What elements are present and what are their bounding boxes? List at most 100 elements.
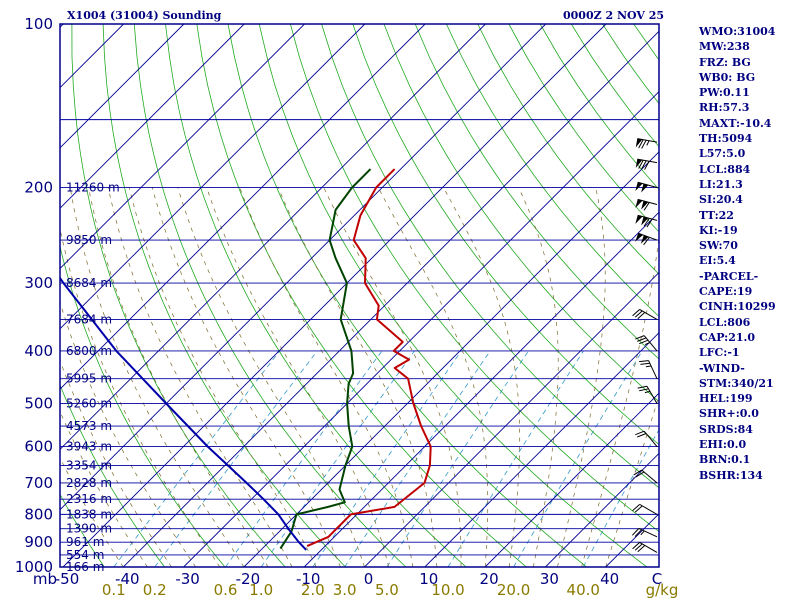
moist-adiabat: [377, 187, 489, 567]
pressure-tick-label: 900: [24, 533, 53, 551]
temperature-tick-label: -20: [236, 570, 261, 588]
index-item: CAP:21.0: [699, 330, 756, 344]
height-label: 5260 m: [66, 397, 112, 411]
wind-barb: [632, 308, 658, 320]
index-item: FRZ: BG: [699, 55, 751, 69]
wind-barb-half: [646, 140, 650, 146]
moist-adiabat: [128, 187, 317, 567]
wind-barb-full: [646, 218, 653, 228]
wind-barb-full: [638, 139, 644, 149]
isotherm-line: [60, 24, 245, 209]
mixing-ratio-tick-label: 5.0: [375, 581, 399, 599]
wind-barb: [635, 430, 658, 447]
height-label: 7684 m: [66, 312, 112, 326]
valid-time: 0000Z 2 NOV 25: [563, 9, 665, 22]
height-label: 11260 m: [66, 180, 120, 194]
pressure-axis-label: mb: [33, 570, 57, 588]
index-item: MW:238: [699, 40, 750, 54]
wind-barb-full: [640, 362, 650, 365]
height-label: 8684 m: [66, 276, 112, 290]
wind-barb-staff: [648, 360, 658, 379]
index-item: BSHR:134: [699, 468, 763, 482]
pressure-tick-label: 800: [24, 505, 53, 523]
wind-barb-full: [634, 529, 642, 537]
wind-barb-full: [635, 430, 645, 436]
index-item: WMO:31004: [699, 25, 776, 38]
isotherm-line: [60, 24, 305, 270]
wind-barb: [633, 469, 658, 484]
wind-barb-full: [638, 339, 649, 345]
dry-adiabat: [196, 24, 527, 567]
height-label: 3943 m: [66, 440, 112, 454]
wind-barb-half: [645, 365, 652, 368]
wind-barb-full: [641, 160, 647, 170]
wind-barb-full: [635, 471, 645, 478]
wind-barb: [635, 232, 658, 246]
mixing-ratio-tick-label: 20.0: [497, 581, 530, 599]
wind-barb-staff: [646, 385, 658, 404]
wind-barb-flag: [641, 200, 649, 210]
moist-adiabat: [88, 187, 269, 567]
pressure-tick-label: 700: [24, 474, 53, 492]
wind-barb-full: [637, 545, 646, 553]
isotherm-line: [243, 151, 659, 567]
moist-adiabat: [557, 187, 606, 567]
temperature-tick-label: -10: [296, 570, 321, 588]
isotherm-line: [60, 24, 426, 390]
height-label: 2828 m: [66, 476, 112, 490]
wind-barb: [637, 385, 658, 404]
isotherm-line: [484, 392, 659, 567]
index-item: EI:5.4: [699, 254, 736, 268]
wind-barb-full: [643, 218, 650, 227]
height-label: 3354 m: [66, 458, 112, 472]
index-item: -PARCEL-: [699, 269, 759, 283]
isotherm-line: [122, 30, 659, 567]
wind-barb-staff: [638, 232, 658, 241]
moist-adiabat: [518, 187, 559, 567]
mixing-ratio-tick-label: 0.2: [143, 581, 167, 599]
pressure-tick-label: 400: [24, 342, 53, 360]
height-label: 9850 m: [66, 233, 112, 247]
wind-barb-full: [632, 542, 641, 550]
wind-barb-flag: [635, 199, 643, 209]
temperature-unit-label: C: [652, 570, 662, 588]
temperature-tick-label: -40: [115, 570, 140, 588]
wind-barb-full: [632, 309, 641, 317]
isotherm-line: [62, 24, 607, 567]
plot-frame: [59, 23, 660, 568]
wind-barb-flag: [641, 183, 649, 193]
isotherm-line: [0, 24, 3, 567]
wind-barb-full: [637, 312, 646, 320]
wind-barb-flag: [641, 216, 649, 226]
pressure-tick-label: 100: [24, 15, 53, 33]
temperature-tick-label: -30: [175, 570, 200, 588]
wind-barb-full: [637, 385, 648, 389]
isotherm-line: [60, 24, 185, 149]
wind-barb-half: [640, 530, 645, 536]
wind-barb: [631, 527, 658, 538]
wind-barb-full: [644, 160, 650, 170]
wind-barb-full: [638, 159, 644, 169]
wind-barb-staff: [639, 541, 658, 553]
wind-barb-flag: [635, 182, 643, 191]
index-item: CINH:10299: [699, 300, 776, 314]
isotherm-line: [60, 24, 486, 451]
wind-barb-flag: [635, 138, 643, 148]
moist-adiabat: [239, 187, 414, 567]
wind-barb-half: [644, 342, 651, 346]
wind-barb-full: [634, 505, 643, 513]
wind-barb: [632, 541, 658, 553]
wind-barb-full: [635, 335, 645, 340]
index-item: TH:5094: [699, 132, 753, 146]
wind-barb-staff: [638, 527, 658, 538]
wind-barb-staff: [637, 158, 658, 164]
wind-barb-staff: [639, 503, 658, 515]
pressure-tick-label: 200: [24, 178, 53, 196]
dewpoint-profile: [279, 168, 372, 550]
height-label: 1838 m: [66, 507, 112, 521]
wind-barb-full: [641, 139, 647, 149]
index-item: LCL:806: [699, 315, 751, 329]
index-item: BRN:0.1: [699, 453, 751, 467]
wind-barb-full: [643, 202, 650, 211]
height-label: 2316 m: [66, 492, 112, 506]
